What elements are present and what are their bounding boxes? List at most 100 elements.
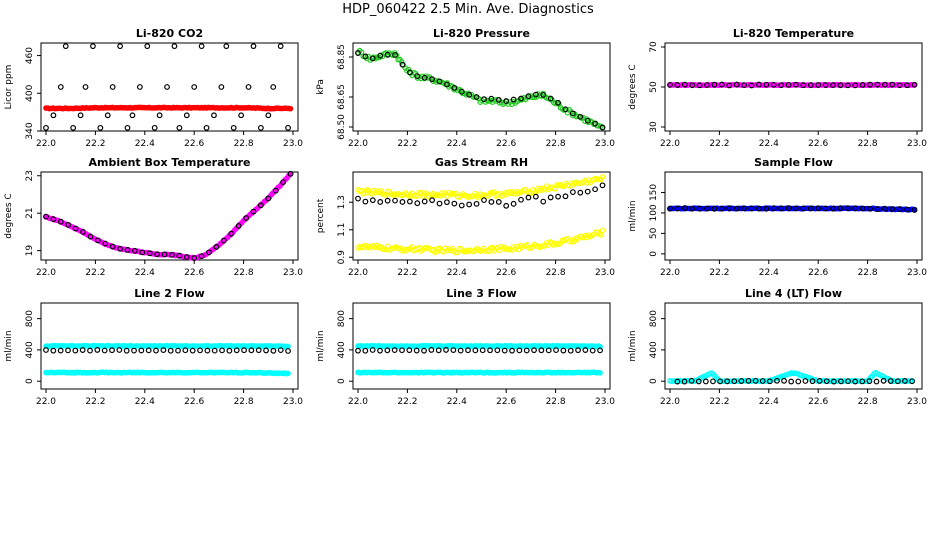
data-point <box>169 251 175 258</box>
data-point <box>362 53 369 60</box>
x-tick-label: 22.0 <box>36 268 56 278</box>
data-point <box>584 117 591 124</box>
data-point <box>733 81 740 88</box>
x-tick-label: 22.6 <box>496 397 516 407</box>
plot-frame <box>40 171 299 261</box>
x-tick-label: 22.8 <box>546 139 566 149</box>
x-tick-label: 22.6 <box>808 139 828 149</box>
data-point <box>80 229 86 235</box>
data-point <box>176 252 183 259</box>
data-point <box>731 378 738 385</box>
data-point <box>255 347 262 354</box>
x-tick-label: 22.4 <box>759 397 779 407</box>
data-point <box>569 110 576 117</box>
data-point <box>896 82 903 89</box>
chart-title: Gas Stream RH <box>435 156 528 169</box>
data-point <box>123 347 130 354</box>
data-series <box>43 369 291 377</box>
data-point <box>718 205 725 212</box>
data-point <box>435 347 442 354</box>
data-point <box>696 82 703 89</box>
x-tick-label: 22.0 <box>348 268 368 278</box>
data-point <box>124 247 131 253</box>
data-series <box>667 205 918 213</box>
data-point <box>577 113 584 120</box>
data-point <box>94 237 101 244</box>
data-point <box>904 82 911 89</box>
data-point <box>206 249 212 256</box>
data-point <box>285 124 291 131</box>
y-tick-label: 800 <box>649 310 659 327</box>
data-point <box>243 215 249 221</box>
data-point <box>287 170 294 177</box>
data-point <box>191 255 198 261</box>
data-point <box>788 378 795 385</box>
data-point <box>82 84 89 90</box>
chart-panel: Ambient Box Temperature degrees C 22.0 22.2… <box>4 156 303 278</box>
data-point <box>466 201 473 208</box>
data-point <box>518 95 524 102</box>
data-point <box>867 81 873 88</box>
data-point <box>592 120 599 127</box>
data-point <box>429 76 436 83</box>
data-point <box>540 92 547 98</box>
x-tick-label: 22.4 <box>135 397 155 407</box>
plot-frame <box>40 302 299 390</box>
data-point <box>889 81 896 88</box>
plot-frame <box>352 171 611 261</box>
data-point <box>488 95 495 102</box>
data-point <box>220 237 227 244</box>
data-point <box>458 88 465 95</box>
x-tick-label: 22.0 <box>36 139 56 149</box>
data-point <box>575 180 581 187</box>
data-point <box>167 347 174 354</box>
x-tick-label: 22.4 <box>447 397 467 407</box>
x-tick-label: 22.2 <box>709 268 729 278</box>
data-point <box>421 198 428 205</box>
data-point <box>823 378 830 385</box>
chart-title: Line 4 (LT) Flow <box>745 287 842 300</box>
data-point <box>748 82 755 89</box>
data-point <box>525 194 532 201</box>
data-point <box>204 347 211 354</box>
data-point <box>116 347 123 353</box>
x-tick-label: 22.0 <box>348 139 368 149</box>
y-tick-label: 70 <box>649 41 659 53</box>
data-series <box>674 377 915 385</box>
data-point <box>421 74 428 81</box>
data-point <box>138 347 145 354</box>
y-tick-label: 400 <box>25 341 35 358</box>
data-point <box>218 84 225 90</box>
data-point <box>518 196 524 203</box>
data-point <box>597 370 603 376</box>
y-tick-label: 68.50 <box>337 114 347 140</box>
data-point <box>392 52 398 58</box>
y-tick-label: 400 <box>337 341 347 358</box>
data-point <box>704 205 710 212</box>
data-point <box>545 347 552 354</box>
chart-panel: Li-820 CO2 Licor ppm 22.0 22.2 22.4 22.6 22.8 2… <box>4 27 303 149</box>
data-point <box>756 205 762 212</box>
data-point <box>873 378 880 385</box>
data-series <box>43 170 294 261</box>
data-point <box>766 378 773 385</box>
data-point <box>226 347 233 354</box>
data-point <box>109 84 116 90</box>
data-point <box>741 205 747 212</box>
data-point <box>584 188 591 195</box>
data-point <box>377 347 383 354</box>
chart-panel: Sample Flow ml/min 22.0 22.2 22.4 22.6 22.8 23.… <box>628 156 927 278</box>
chart-panel: Li-820 Pressure kPa 22.0 22.2 22.4 22.6 22.8 23… <box>316 27 615 149</box>
data-point <box>233 347 240 354</box>
data-point <box>153 347 159 354</box>
data-point <box>154 251 161 258</box>
x-tick-label: 23.0 <box>595 397 615 407</box>
data-point <box>257 202 264 209</box>
data-point <box>726 82 733 89</box>
data-point <box>72 347 79 354</box>
y-tick-label: 1.1 <box>337 223 347 237</box>
data-point <box>223 43 230 50</box>
x-tick-label: 22.6 <box>184 268 204 278</box>
data-point <box>733 205 740 212</box>
data-point <box>164 84 170 90</box>
